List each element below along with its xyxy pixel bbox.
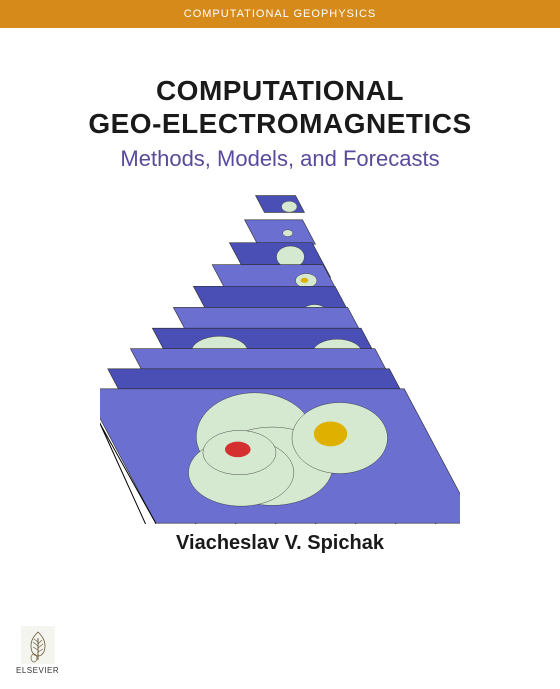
title-line-1: COMPUTATIONAL [30, 76, 530, 107]
contour-blob [281, 201, 297, 212]
contour-blob [283, 229, 293, 236]
slice-plane [245, 219, 316, 243]
subtitle: Methods, Models, and Forecasts [30, 146, 530, 172]
title-block: COMPUTATIONAL GEO-ELECTROMAGNETICS Metho… [0, 76, 560, 172]
contour-core [301, 278, 308, 283]
elsevier-tree-icon [21, 626, 55, 664]
cover-figure-wrap: NS [0, 184, 560, 524]
contour-core [314, 421, 347, 446]
series-label: COMPUTATIONAL GEOPHYSICS [184, 8, 377, 20]
contour-core [225, 441, 251, 457]
stacked-slices-figure: NS [100, 184, 460, 524]
title-line-2: GEO-ELECTROMAGNETICS [30, 109, 530, 140]
publisher-block: ELSEVIER [16, 626, 59, 675]
publisher-name: ELSEVIER [16, 666, 59, 675]
slice-plane [256, 195, 305, 212]
author-name: Viacheslav V. Spichak [0, 532, 560, 555]
series-bar: COMPUTATIONAL GEOPHYSICS [0, 0, 560, 28]
